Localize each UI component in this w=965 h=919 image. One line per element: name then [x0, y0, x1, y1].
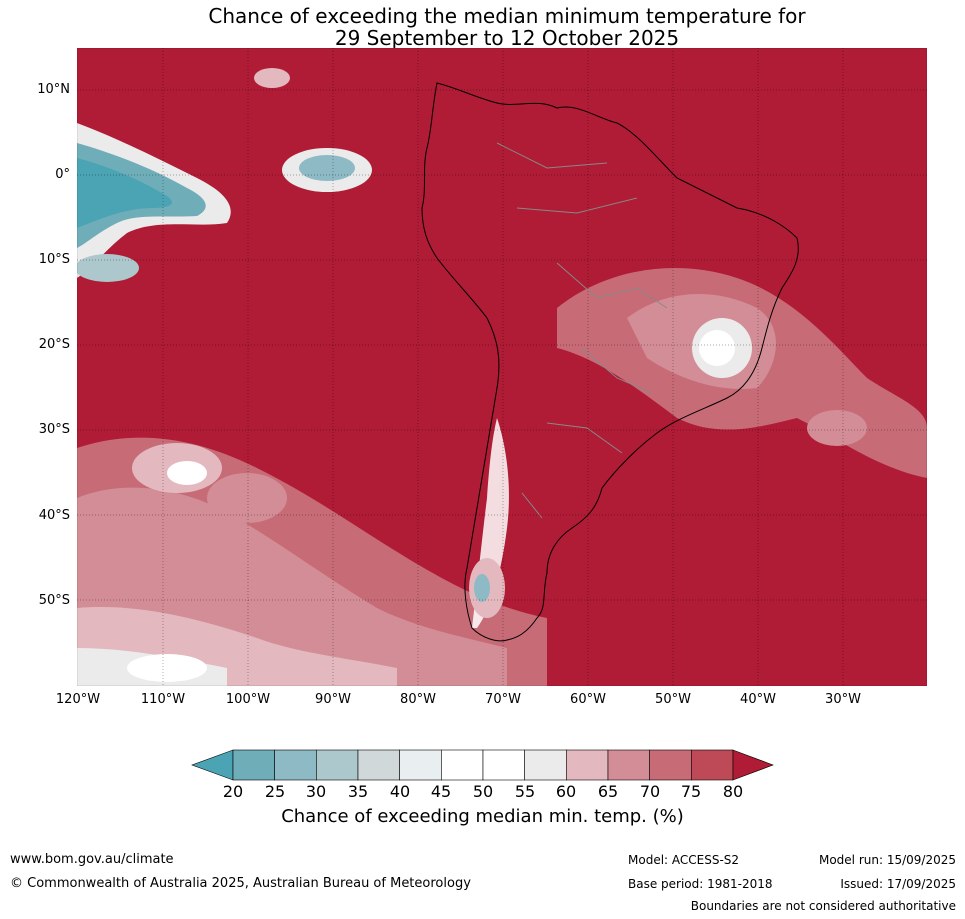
- eastern-brazil-patch: [557, 268, 927, 478]
- lon-label: 30°W: [825, 692, 861, 707]
- lat-label: 20°S: [38, 337, 70, 352]
- colorbar-cell: [482, 749, 525, 781]
- model-name: Model: ACCESS-S2: [628, 853, 740, 867]
- colorbar-cell: [524, 749, 567, 781]
- colorbar-tick: 55: [514, 782, 536, 801]
- colorbar-tick: 30: [305, 782, 327, 801]
- lon-label: 80°W: [400, 692, 436, 707]
- country-borders: [496, 142, 668, 519]
- colorbar-cell: [441, 749, 484, 781]
- copyright-notice: © Commonwealth of Australia 2025, Austra…: [10, 876, 471, 891]
- lat-label: 10°S: [38, 252, 70, 267]
- colorbar-tick: 80: [722, 782, 744, 801]
- southern-ocean-low-probability: [77, 437, 547, 686]
- lon-label: 50°W: [655, 692, 691, 707]
- model-run-date: Model run: 15/09/2025: [818, 853, 956, 867]
- colorbar-cell: [566, 749, 609, 781]
- colorbar-cell: [232, 749, 275, 781]
- colorbar-cell: [274, 749, 317, 781]
- boundaries-disclaimer: Boundaries are not considered authoritat…: [690, 899, 956, 913]
- lon-label: 40°W: [740, 692, 776, 707]
- colorbar-cell: [649, 749, 692, 781]
- lat-label: 0°: [55, 167, 70, 182]
- colorbar-tick: 20: [222, 782, 244, 801]
- lon-label: 110°W: [140, 692, 186, 707]
- lon-label: 70°W: [485, 692, 521, 707]
- colorbar-arrow-low: [191, 749, 234, 781]
- chart-title-line2: 29 September to 12 October 2025: [334, 26, 680, 50]
- colorbar-tick: 40: [389, 782, 411, 801]
- colorbar-label: Chance of exceeding median min. temp. (%…: [281, 806, 684, 827]
- lon-label: 100°W: [225, 692, 271, 707]
- colorbar-tick: 50: [472, 782, 494, 801]
- colorbar-tick: 45: [430, 782, 452, 801]
- colorbar-cell: [357, 749, 400, 781]
- lon-label: 120°W: [55, 692, 101, 707]
- lat-label: 50°S: [38, 593, 70, 608]
- lat-label: 10°N: [37, 82, 70, 97]
- colorbar-cell: [607, 749, 650, 781]
- colorbar-tick: 65: [597, 782, 619, 801]
- equatorial-pacific-patch: [77, 68, 372, 282]
- colorbar-tick: 70: [639, 782, 661, 801]
- base-period: Base period: 1981-2018: [628, 877, 773, 891]
- colorbar-arrow-high: [732, 749, 774, 781]
- issued-date: Issued: 17/09/2025: [840, 877, 956, 891]
- chart-title-line1: Chance of exceeding the median minimum t…: [208, 4, 806, 28]
- colorbar-cell: [691, 749, 734, 781]
- probability-map: [77, 48, 927, 686]
- lat-label: 30°S: [38, 422, 70, 437]
- south-america-coastline: [421, 82, 799, 642]
- lon-label: 60°W: [570, 692, 606, 707]
- colorbar-tick: 75: [680, 782, 702, 801]
- colorbar: [191, 749, 774, 781]
- map-graticule: [77, 48, 927, 686]
- colorbar-cell: [316, 749, 359, 781]
- colorbar-tick: 60: [555, 782, 577, 801]
- website-link[interactable]: www.bom.gov.au/climate: [10, 852, 174, 867]
- lat-label: 40°S: [38, 508, 70, 523]
- lon-label: 90°W: [315, 692, 351, 707]
- colorbar-tick: 25: [264, 782, 286, 801]
- colorbar-cell: [399, 749, 442, 781]
- colorbar-tick: 35: [347, 782, 369, 801]
